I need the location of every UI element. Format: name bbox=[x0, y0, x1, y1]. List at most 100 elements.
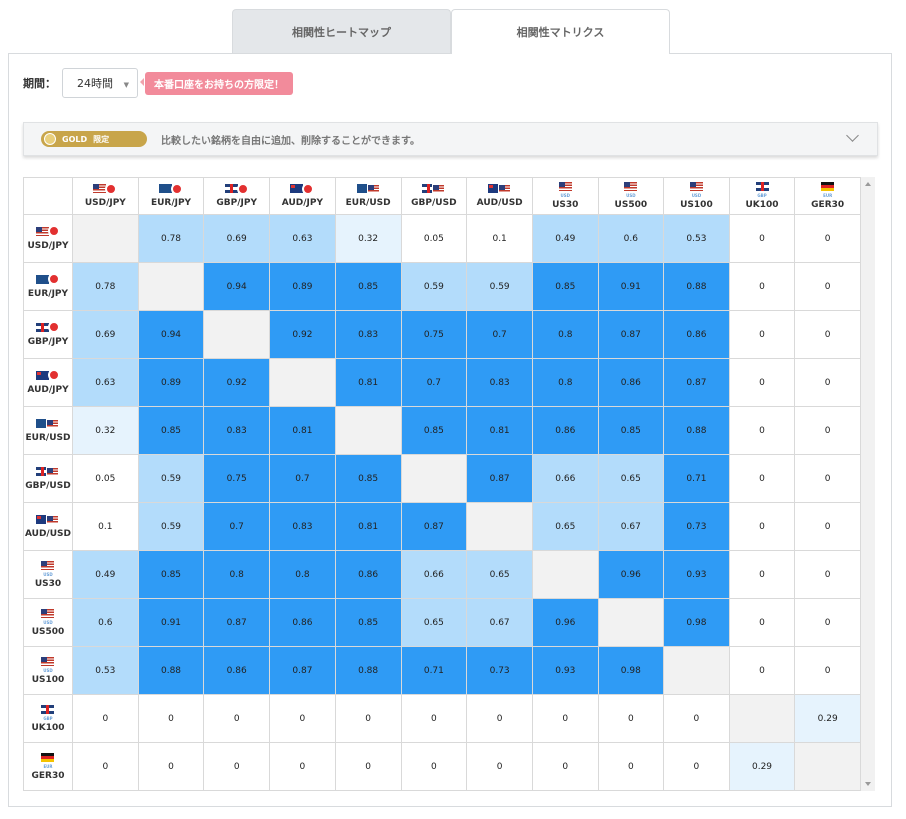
correlation-cell: 0.96 bbox=[597, 550, 665, 599]
correlation-cell: 0 bbox=[728, 310, 796, 359]
symbol-label: AUD/USD bbox=[24, 528, 71, 539]
us-flag-icon bbox=[35, 226, 49, 236]
eu-flag-icon bbox=[159, 184, 173, 194]
correlation-cell: 0.83 bbox=[466, 358, 534, 407]
correlation-cell: 0.86 bbox=[532, 406, 599, 455]
diagonal-cell bbox=[663, 646, 730, 695]
correlation-cell: 0 bbox=[794, 310, 861, 359]
symbol-label: US100 bbox=[680, 200, 713, 211]
correlation-cell: 0.7 bbox=[466, 310, 534, 359]
tab-bar: 相関性ヒートマップ 相関性マトリクス bbox=[232, 9, 670, 54]
diagonal-cell bbox=[466, 502, 534, 551]
correlation-cell: 0.93 bbox=[663, 550, 730, 599]
flag-icon bbox=[821, 182, 835, 192]
row-header-uk100: GBP UK100 bbox=[23, 694, 73, 743]
correlation-cell: 0 bbox=[794, 214, 861, 263]
column-header-us500: USD US500 bbox=[597, 177, 665, 215]
column-header-usd-jpy: USD/JPY bbox=[71, 177, 139, 215]
correlation-cell: 0.93 bbox=[532, 646, 599, 695]
correlation-cell: 0.66 bbox=[532, 454, 599, 503]
correlation-cell: 0 bbox=[532, 694, 599, 743]
table-row: USD US500 0.6 0.91 0.87 0.86 0.85 0.65 0.67 0.96 0… bbox=[23, 598, 861, 647]
us-flag-icon bbox=[689, 182, 703, 192]
symbol-label: AUD/JPY bbox=[281, 198, 323, 209]
correlation-cell: 0.69 bbox=[71, 310, 139, 359]
jp-flag-icon bbox=[171, 182, 184, 195]
correlation-cell: 0.87 bbox=[597, 310, 665, 359]
symbol-label: GER30 bbox=[31, 770, 65, 781]
au-flag-icon bbox=[290, 184, 304, 194]
column-header-us100: USD US100 bbox=[663, 177, 730, 215]
column-header-gbp-jpy: GBP/JPY bbox=[203, 177, 271, 215]
scroll-up-icon[interactable] bbox=[865, 182, 871, 186]
correlation-cell: 0 bbox=[794, 406, 861, 455]
flag-icon bbox=[558, 182, 572, 192]
correlation-cell: 0.53 bbox=[663, 214, 730, 263]
uk-flag-icon bbox=[224, 184, 238, 194]
correlation-cell: 0.87 bbox=[203, 598, 271, 647]
correlation-cell: 0.89 bbox=[137, 358, 205, 407]
correlation-cell: 0.85 bbox=[532, 262, 599, 311]
jp-flag-icon bbox=[47, 225, 60, 238]
correlation-cell: 0.73 bbox=[663, 502, 730, 551]
correlation-cell: 0.66 bbox=[400, 550, 468, 599]
correlation-cell: 0.67 bbox=[597, 502, 665, 551]
correlation-cell: 0.7 bbox=[400, 358, 468, 407]
correlation-cell: 0 bbox=[532, 742, 599, 791]
flag-icon bbox=[36, 418, 60, 428]
correlation-cell: 0.85 bbox=[334, 262, 402, 311]
correlation-cell: 0.67 bbox=[466, 598, 534, 647]
currency-sub-label: USD bbox=[691, 193, 702, 199]
diagonal-cell bbox=[532, 550, 599, 599]
symbol-label: AUD/USD bbox=[476, 198, 523, 209]
table-row: USD US30 0.49 0.85 0.8 0.8 0.86 0.66 0.65 0.96 0.9… bbox=[23, 550, 861, 599]
flag-icon bbox=[755, 182, 769, 192]
correlation-cell: 0.96 bbox=[532, 598, 599, 647]
flag-icon bbox=[93, 182, 118, 195]
table-row: GBP/USD 0.05 0.59 0.75 0.7 0.85 0.87 0.66 0.65 0.… bbox=[23, 454, 861, 503]
matrix-header-row: USD/JPY EUR/JPY GBP/JPY AUD/JPY EUR/USD GBP/U… bbox=[23, 177, 861, 215]
flag-icon bbox=[35, 225, 60, 238]
scroll-down-icon[interactable] bbox=[865, 782, 871, 786]
correlation-cell: 0.86 bbox=[334, 550, 402, 599]
eu-flag-icon bbox=[35, 274, 49, 284]
correlation-cell: 0.49 bbox=[71, 550, 139, 599]
period-select[interactable]: 24時間 ▼ bbox=[62, 68, 138, 98]
us-flag-icon bbox=[46, 514, 60, 524]
correlation-cell: 0.81 bbox=[334, 502, 402, 551]
matrix-corner bbox=[23, 177, 73, 215]
gold-feature-bar[interactable]: GOLD 限定 比較したい銘柄を自由に追加、削除することができます。 bbox=[23, 122, 878, 156]
correlation-cell: 0.88 bbox=[663, 262, 730, 311]
symbol-label: EUR/JPY bbox=[27, 288, 69, 299]
diagonal-cell bbox=[334, 406, 402, 455]
tab-correlation-matrix[interactable]: 相関性マトリクス bbox=[451, 9, 670, 54]
live-account-promo-button[interactable]: 本番口座をお持ちの方限定！ bbox=[145, 72, 293, 95]
diagonal-cell bbox=[597, 598, 665, 647]
tab-correlation-heatmap[interactable]: 相関性ヒートマップ bbox=[232, 9, 451, 53]
correlation-cell: 0.05 bbox=[71, 454, 139, 503]
gold-feature-text: 比較したい銘柄を自由に追加、削除することができます。 bbox=[161, 135, 420, 147]
table-row: USD/JPY 0.78 0.69 0.63 0.32 0.05 0.1 0.49 0.6 0.5… bbox=[23, 214, 861, 263]
diagonal-cell bbox=[400, 454, 468, 503]
correlation-cell: 0.85 bbox=[400, 406, 468, 455]
correlation-cell: 0.59 bbox=[137, 454, 205, 503]
currency-sub-label: USD bbox=[43, 571, 53, 577]
us-flag-icon bbox=[46, 466, 60, 476]
symbol-label: USD/JPY bbox=[84, 198, 126, 209]
correlation-cell: 0.32 bbox=[71, 406, 139, 455]
correlation-cell: 0 bbox=[728, 646, 796, 695]
correlation-cell: 0.7 bbox=[203, 502, 271, 551]
matrix-scrollbar[interactable] bbox=[861, 177, 875, 791]
correlation-cell: 0.1 bbox=[466, 214, 534, 263]
row-header-us30: USD US30 bbox=[23, 550, 73, 599]
chevron-down-icon[interactable] bbox=[846, 129, 859, 142]
correlation-cell: 0.59 bbox=[400, 262, 468, 311]
symbol-label: US500 bbox=[614, 200, 648, 211]
jp-flag-icon bbox=[47, 369, 60, 382]
symbol-label: GBP/JPY bbox=[216, 198, 257, 209]
correlation-cell: 0 bbox=[794, 550, 861, 599]
correlation-cell: 0.86 bbox=[663, 310, 730, 359]
de-flag-icon bbox=[821, 182, 835, 192]
correlation-cell: 0 bbox=[334, 694, 402, 743]
column-header-aud-usd: AUD/USD bbox=[466, 177, 534, 215]
